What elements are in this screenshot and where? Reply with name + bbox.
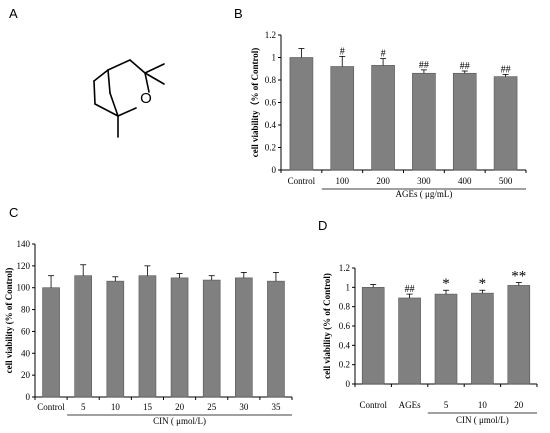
- chart-d-y-tick-label: 1.2: [339, 263, 350, 273]
- chart-d-y-tick-label: 0.2: [339, 360, 350, 370]
- panel-b-letter: B: [234, 6, 243, 21]
- chart-c-category-label: Control: [37, 402, 65, 412]
- chart-d-y-tick-label: 0.6: [339, 321, 351, 331]
- chart-c-y-tick-label: 80: [21, 305, 31, 315]
- panel-a-letter: A: [9, 6, 18, 21]
- chart-b-y-tick-label: 0.2: [265, 143, 276, 153]
- chart-b-y-axis-label: cell viability（% of Control): [250, 48, 260, 158]
- chart-d-y-tick-label: 0.8: [339, 302, 351, 312]
- chart-c-category-label: 25: [207, 402, 217, 412]
- chart-d-y-tick-label: 1: [346, 282, 351, 292]
- chart-c-category-label: 15: [143, 402, 153, 412]
- chart-d-category-label: Control: [359, 400, 387, 410]
- chart-c-y-tick-label: 100: [17, 283, 31, 293]
- chart-b-y-tick-label: 0.8: [265, 75, 277, 85]
- cineole-skeleton: [93, 59, 165, 138]
- chart-d-significance-label: **: [511, 269, 526, 285]
- chart-b-category-label: 500: [499, 176, 513, 186]
- chart-c-y-tick-label: 140: [17, 239, 31, 249]
- chart-b-significance-label: #: [381, 49, 386, 60]
- panel-d-letter: D: [318, 218, 328, 233]
- chart-b-group-label: AGEs ( μg/mL): [396, 189, 453, 199]
- chart-b-y-tick-label: 1: [272, 53, 277, 63]
- chart-b-y-tick-label: 0.6: [265, 98, 277, 108]
- chart-c-category-label: 10: [111, 402, 121, 412]
- chart-c-y-tick-label: 120: [17, 261, 31, 271]
- chart-d-bar: [507, 285, 531, 385]
- chart-b-y-tick-label: 1.2: [265, 30, 276, 40]
- chart-c-category-label: 30: [239, 402, 249, 412]
- chart-d-bar: [434, 293, 458, 385]
- chart-c-y-tick-label: 40: [21, 348, 31, 358]
- chart-d-category-label: 10: [478, 400, 488, 410]
- chart-d-group-label: CIN ( μmol/L): [456, 415, 509, 425]
- panel-c-letter: C: [9, 205, 19, 220]
- oxygen-atom-label: O: [140, 90, 152, 107]
- chart-c-category-label: 35: [271, 402, 281, 412]
- chart-d-y-tick-label: 0: [346, 379, 351, 389]
- chart-d-bar: [398, 297, 421, 385]
- chart-d-y-axis-label: cell viability (% of Control): [322, 273, 332, 379]
- chart-b-category-label: 100: [336, 176, 350, 186]
- chart-c-category-label: 20: [175, 402, 185, 412]
- chart-d-significance-label: ##: [405, 284, 415, 295]
- chart-c-y-axis-label: cell viability (% of Control): [4, 268, 14, 374]
- chart-b-category-label: 200: [376, 176, 390, 186]
- chart-d-bar: [471, 292, 494, 385]
- chart-b-category-label: 400: [458, 176, 472, 186]
- chart-b-significance-label: #: [340, 46, 345, 57]
- chart-d-significance-label: *: [442, 276, 450, 292]
- chart-d-category-label: 20: [514, 400, 524, 410]
- chart-b-category-label: Control: [288, 176, 316, 186]
- chart-c-y-tick-label: 0: [26, 392, 31, 402]
- chart-c-group-label: CIN ( μmol/L): [153, 416, 206, 426]
- chart-b-significance-label: ##: [419, 60, 429, 71]
- chart-b-y-tick-label: 0: [272, 165, 277, 175]
- chart-c-category-label: 5: [81, 402, 86, 412]
- chart-b-significance-label: ##: [501, 64, 511, 75]
- chart-b-significance-label: ##: [460, 61, 470, 72]
- chart-d-category-label: AGEs: [399, 400, 421, 410]
- chart-b-category-label: 300: [417, 176, 431, 186]
- chart-d-y-tick-label: 0.4: [339, 340, 351, 350]
- chart-d-significance-label: *: [479, 276, 487, 292]
- chart-d-bar: [361, 287, 385, 385]
- chart-b-y-tick-label: 0.4: [265, 120, 277, 130]
- chart-d-category-label: 5: [444, 400, 449, 410]
- chart-c-y-tick-label: 60: [21, 326, 31, 336]
- chart-c-y-tick-label: 20: [21, 370, 31, 380]
